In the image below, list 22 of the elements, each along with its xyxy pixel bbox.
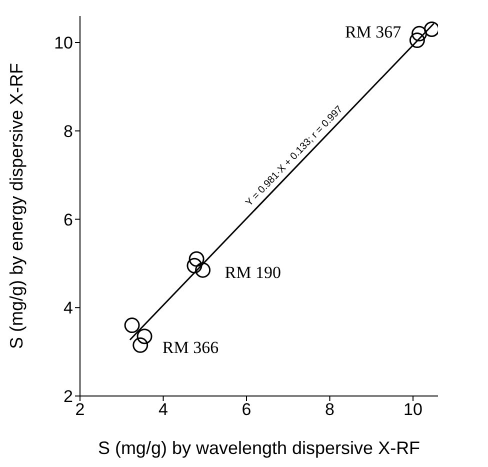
y-axis-title: S (mg/g) by energy dispersive X-RF — [6, 62, 26, 350]
y-tick-label: 8 — [64, 122, 73, 141]
point — [409, 32, 425, 48]
annotation: RM 366 — [162, 338, 219, 358]
y-tick-label: 2 — [64, 387, 73, 406]
point — [136, 328, 152, 344]
x-tick-label: 6 — [242, 400, 252, 420]
point — [124, 318, 140, 334]
point — [195, 262, 211, 278]
y-tick-label: 10 — [54, 34, 73, 53]
point — [132, 337, 148, 353]
annotation: RM 367 — [344, 22, 402, 42]
y-tick-label: 4 — [64, 298, 73, 318]
x-tick-label: 4 — [158, 400, 168, 420]
y-tick-label: 6 — [64, 210, 73, 230]
x-axis-title: S (mg/g) by wavelength dispersive X-RF — [98, 438, 420, 458]
x-tick-label: 8 — [325, 400, 334, 420]
point — [188, 251, 204, 267]
x-tick-label: 10 — [404, 400, 422, 420]
annotation: RM 190 — [224, 263, 282, 282]
point — [186, 258, 202, 274]
point — [412, 26, 428, 42]
